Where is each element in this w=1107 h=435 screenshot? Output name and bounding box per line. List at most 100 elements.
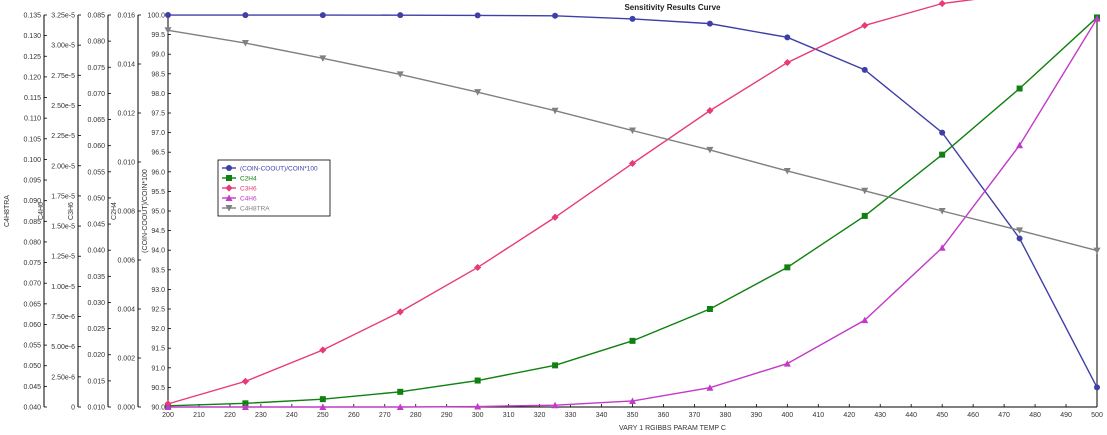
y-tick-label-c2h4: 0.002: [117, 356, 135, 363]
x-tick-label: 430: [874, 412, 886, 419]
data-point-c4h8tra: [938, 208, 946, 215]
data-point-c3h6: [241, 377, 250, 385]
data-point-c2h4: [861, 212, 868, 219]
x-tick-label: 480: [1029, 412, 1041, 419]
y-tick-label-conv: 95.0: [151, 209, 165, 216]
data-point-c3h6: [551, 213, 559, 221]
y-tick-label-c3h6: 0.060: [87, 143, 105, 150]
y-tick-label-c4h8tra: 0.065: [23, 301, 41, 308]
y-axis-title-c4h6: C4H6: [38, 202, 45, 220]
data-point-conv: [319, 12, 326, 19]
y-tick-label-c2h4: 0.016: [117, 13, 135, 20]
y-tick-label-c3h6: 0.070: [87, 91, 105, 98]
series-c4h8tra: [164, 27, 1101, 255]
series-c2h4: [165, 14, 1100, 409]
y-tick-label-c4h6: 2.25e-5: [51, 133, 75, 140]
y-tick-label-c2h4: 0.006: [117, 258, 135, 265]
y-tick-label-conv: 97.0: [151, 130, 165, 137]
series-layer: [164, 0, 1101, 410]
data-point-c2h4: [629, 337, 636, 344]
legend-swatch-marker: [226, 175, 232, 181]
y-tick-label-c4h8tra: 0.080: [23, 239, 41, 246]
data-point-conv: [1094, 384, 1100, 391]
legend-label: C4H6: [240, 195, 257, 202]
data-point-c3h6: [706, 107, 714, 115]
y-tick-label-conv: 92.0: [151, 326, 165, 333]
y-axis-title-conv: (COIN-COOUT)/COIN*100: [142, 169, 149, 253]
y-axis-title-c3h6: C3H6: [68, 202, 75, 220]
x-tick-label: 450: [936, 412, 948, 419]
y-tick-label-c3h6: 0.020: [87, 352, 105, 359]
y-tick-label-c3h6: 0.030: [87, 300, 105, 307]
data-point-c4h8tra: [319, 55, 327, 62]
x-tick-label: 400: [781, 412, 793, 419]
y-tick-label-c4h8tra: 0.045: [23, 384, 41, 391]
data-point-conv: [397, 12, 404, 19]
x-axis-title: VARY 1 RGIBBS PARAM TEMP C: [619, 425, 726, 432]
y-tick-label-c3h6: 0.065: [87, 117, 105, 124]
x-tick-label: 270: [379, 412, 391, 419]
y-tick-label-c4h6: 5.00e-6: [51, 344, 75, 351]
y-tick-label-c4h8tra: 0.095: [23, 178, 41, 185]
y-tick-label-c4h8tra: 0.100: [23, 157, 41, 164]
y-tick-label-c2h4: 0.008: [117, 209, 135, 216]
y-tick-label-c3h6: 0.045: [87, 222, 105, 229]
y-tick-label-c4h8tra: 0.115: [24, 95, 41, 102]
data-point-c2h4: [474, 377, 481, 384]
y-axis-title-c4h8tra: C4H8TRA: [4, 195, 11, 227]
data-point-conv: [629, 15, 636, 22]
y-axis-c4h8tra: 0.040 0.045 0.050 0.055 0.060 0.065 0.070 0.075…: [4, 13, 47, 412]
y-tick-label-c4h6: 1.50e-5: [51, 224, 75, 231]
y-axis-conv: 90.0 90.5 91.0 91.5 92.0 92.5 93.0 93.5 94.0 94.5…: [142, 13, 171, 412]
x-tick-label: 460: [967, 412, 979, 419]
y-tick-label-c4h8tra: 0.090: [23, 198, 41, 205]
data-point-c3h6: [938, 0, 946, 8]
y-tick-label-conv: 93.0: [151, 287, 165, 294]
x-tick-label: 210: [193, 412, 205, 419]
legend-label: C4H8TRA: [240, 205, 270, 212]
legend-item: C4H6: [222, 194, 257, 202]
y-tick-label-conv: 98.5: [151, 71, 165, 78]
legend-item: C2H4: [222, 175, 257, 182]
y-tick-label-c4h6: 2.75e-5: [51, 73, 75, 80]
data-point-c3h6: [319, 346, 327, 354]
y-tick-label-conv: 95.5: [151, 189, 165, 196]
y-tick-label-c2h4: 0.010: [117, 160, 135, 167]
data-point-c4h8tra: [1016, 227, 1024, 234]
y-tick-label-conv: 90.5: [151, 385, 165, 392]
y-tick-label-c4h8tra: 0.075: [23, 260, 41, 267]
y-tick-label-conv: 93.5: [151, 267, 165, 274]
data-point-c4h6: [551, 401, 559, 409]
data-point-c3h6: [861, 21, 869, 30]
y-tick-label-conv: 94.0: [151, 248, 165, 255]
y-axis-c3h6: 0.010 0.015 0.020 0.025 0.030 0.035 0.040 0.045…: [68, 13, 111, 412]
x-tick-label: 340: [596, 412, 608, 419]
legend-swatch-marker: [225, 194, 233, 201]
data-point-c2h4: [242, 400, 249, 407]
y-tick-label-c4h6: 2.50e-5: [51, 103, 75, 110]
y-tick-label-c3h6: 0.015: [87, 378, 105, 385]
y-tick-label-c4h8tra: 0.060: [23, 322, 41, 329]
y-tick-label-c2h4: 0.004: [117, 307, 135, 314]
data-point-conv: [1016, 235, 1023, 242]
data-point-c3h6: [396, 308, 404, 316]
x-tick-label: 280: [410, 412, 422, 419]
data-point-c4h8tra: [241, 40, 249, 47]
y-tick-label-c4h8tra: 0.050: [23, 363, 41, 370]
data-point-c4h6: [783, 360, 791, 367]
data-point-c2h4: [706, 306, 713, 312]
x-tick-label: 410: [812, 412, 824, 419]
data-point-c4h6: [629, 397, 636, 404]
data-point-c4h8tra: [706, 146, 714, 154]
data-point-conv: [242, 12, 249, 19]
x-tick-label: 200: [162, 412, 174, 419]
data-point-c3h6: [474, 263, 482, 272]
y-tick-label-conv: 91.5: [151, 346, 165, 353]
legend-item: C3H6: [222, 184, 257, 192]
data-point-c4h8tra: [164, 27, 172, 34]
data-point-c4h6: [1016, 141, 1024, 149]
y-tick-label-c3h6: 0.080: [87, 39, 105, 46]
chart-title: Sensitivity Results Curve: [624, 3, 721, 12]
series-line-c4h8tra: [167, 29, 1098, 252]
